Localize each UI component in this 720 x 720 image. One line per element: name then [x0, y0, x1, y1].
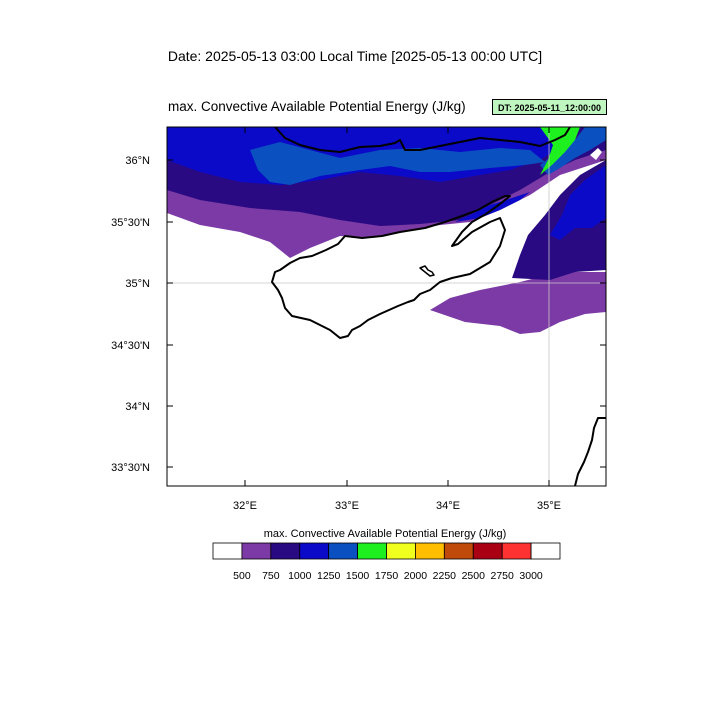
colorbar-level-label: 1250 — [317, 570, 341, 582]
coast-turkey — [274, 127, 571, 153]
colorbar-level-label: 2000 — [404, 570, 428, 582]
coast-levant — [574, 417, 606, 486]
lat-label-33-30n: 33°30'N — [111, 462, 150, 474]
lat-label-34-30n: 34°30'N — [111, 340, 150, 352]
colorbar-level-label: 3000 — [519, 570, 543, 582]
plot-frame — [166, 126, 607, 487]
tick-marks — [167, 127, 606, 486]
colorbar-swatch — [501, 542, 532, 560]
lon-label-32e: 32°E — [233, 500, 257, 512]
colorbar-swatch — [212, 542, 243, 560]
lat-label-35-30n: 35°30'N — [111, 217, 150, 229]
colorbar-level-label: 2250 — [433, 570, 457, 582]
coast-island-detail — [419, 265, 435, 277]
colorbar-level-label: 1500 — [346, 570, 370, 582]
colorbar-level-label: 1000 — [288, 570, 312, 582]
colorbar-swatch — [241, 542, 272, 560]
colorbar-swatch — [357, 542, 387, 560]
colorbar: 500 750 1000 1250 1500 1750 2000 2250 2500 2750 30… — [212, 542, 561, 582]
colorbar-swatch — [270, 542, 301, 560]
colorbar-level-label: 750 — [262, 570, 280, 582]
lon-label-34e: 34°E — [436, 500, 460, 512]
lat-label-35n: 35°N — [125, 278, 150, 290]
dt-badge: DT: 2025-05-11_12:00:00 — [492, 99, 607, 115]
colorbar-level-label: 2750 — [490, 570, 514, 582]
colorbar-swatch — [472, 542, 503, 560]
colorbar-swatch — [328, 542, 358, 560]
colorbar-swatch — [299, 542, 330, 560]
lat-label-36n: 36°N — [125, 155, 150, 167]
colorbar-title: max. Convective Available Potential Ener… — [263, 528, 507, 540]
colorbar-swatch — [443, 542, 474, 560]
colorbar-level-label: 500 — [233, 570, 251, 582]
plot-title: max. Convective Available Potential Ener… — [168, 99, 466, 114]
date-title: Date: 2025-05-13 03:00 Local Time [2025-… — [167, 48, 543, 64]
cape-band-below-500 — [590, 148, 602, 160]
lat-label-34n: 34°N — [125, 401, 150, 413]
colorbar-swatch — [386, 542, 416, 560]
lon-label-33e: 33°E — [335, 500, 359, 512]
cape-band-1250-1500 — [250, 127, 606, 185]
coast-cyprus — [271, 195, 511, 339]
colorbar-swatch — [415, 542, 445, 560]
colorbar-level-label: 1750 — [375, 570, 399, 582]
colorbar-level-label: 2500 — [462, 570, 486, 582]
lon-label-35e: 35°E — [537, 500, 561, 512]
colorbar-swatch — [530, 542, 561, 560]
cape-band-1500-1750 — [540, 127, 580, 175]
cape-fill-layer — [167, 127, 606, 334]
gridlines — [167, 127, 606, 486]
coastlines — [271, 127, 606, 486]
